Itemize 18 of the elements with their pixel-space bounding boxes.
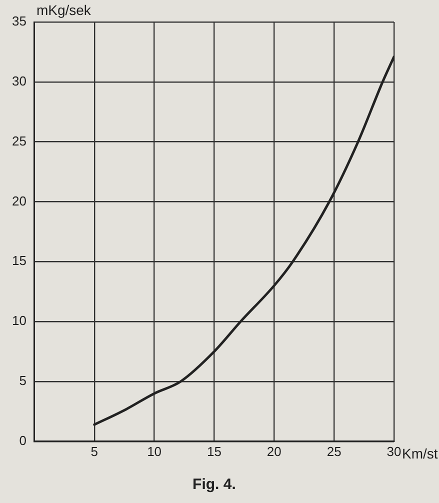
x-tick-label: 10 bbox=[147, 444, 162, 459]
y-tick-label: 30 bbox=[12, 73, 26, 88]
x-tick-label: 15 bbox=[206, 444, 222, 459]
y-tick-label: 10 bbox=[12, 313, 26, 328]
caption: Fig. 4. bbox=[192, 476, 236, 494]
y-tick-label: 15 bbox=[12, 253, 26, 268]
y-tick-label: 20 bbox=[12, 193, 26, 208]
x-tick-label: 20 bbox=[266, 444, 282, 459]
x-tick-label: 5 bbox=[90, 444, 98, 459]
x-tick-label: 30 bbox=[386, 444, 402, 459]
y-tick-label: 0 bbox=[19, 432, 26, 448]
y-tick-label: 5 bbox=[19, 373, 26, 388]
y-axis-title: mKg/sek bbox=[36, 2, 92, 18]
line-series bbox=[93, 56, 394, 426]
y-tick-label: 35 bbox=[12, 14, 26, 29]
x-axis-title: Km/st bbox=[402, 445, 438, 462]
x-tick-label: 25 bbox=[326, 444, 342, 459]
y-tick-label: 25 bbox=[12, 133, 26, 148]
